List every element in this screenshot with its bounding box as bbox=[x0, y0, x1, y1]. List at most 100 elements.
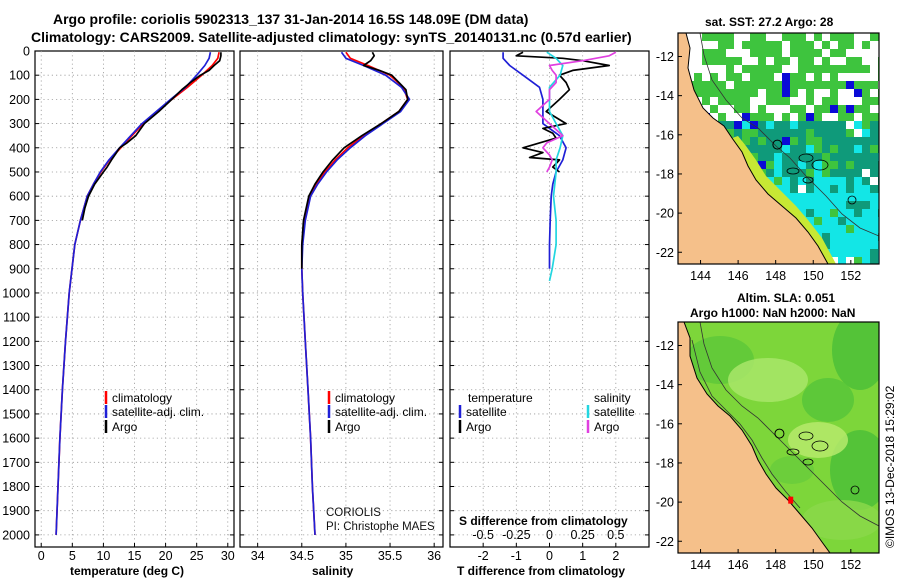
sst-cell bbox=[846, 161, 854, 169]
sst-cell bbox=[830, 249, 838, 257]
sst-cell bbox=[782, 177, 790, 185]
depth-tick-label: 100 bbox=[9, 69, 30, 83]
depth-tick-label: 2000 bbox=[2, 528, 30, 542]
sst-cell bbox=[814, 193, 822, 201]
sst-cell bbox=[838, 145, 846, 153]
land-mass bbox=[678, 322, 831, 553]
sst-cell bbox=[830, 161, 838, 169]
sst-cell bbox=[846, 233, 854, 241]
sst-cell bbox=[710, 105, 718, 113]
sst-cell bbox=[798, 129, 806, 137]
sst-cell bbox=[846, 241, 854, 249]
sst-map-ticks: 144 146 148 150 152 -12 -14 -16 -18 -20 -22 bbox=[656, 50, 861, 283]
x-tick-label: 30 bbox=[221, 549, 235, 563]
sst-cell bbox=[862, 201, 870, 209]
reef-outline bbox=[850, 485, 860, 495]
sst-cell bbox=[806, 137, 814, 145]
sst-cell bbox=[806, 193, 814, 201]
difference-x-ticks: -2 -1 0 1 2 bbox=[478, 549, 620, 563]
reef-outline bbox=[798, 431, 814, 441]
sst-cell bbox=[822, 217, 830, 225]
sst-cell bbox=[790, 129, 798, 137]
sst-cell bbox=[830, 73, 838, 81]
sst-cell bbox=[814, 161, 822, 169]
sst-cell bbox=[782, 129, 790, 137]
legend-label-satellite: satellite-adj. clim. bbox=[335, 405, 427, 419]
sst-cell bbox=[798, 73, 806, 81]
sst-cell bbox=[758, 57, 766, 65]
sst-cell bbox=[862, 161, 870, 169]
y-tick-label: -18 bbox=[656, 167, 674, 181]
depth-tick-label: 0 bbox=[23, 45, 30, 59]
sst-cell bbox=[790, 185, 798, 193]
data-center-note: CORIOLIS bbox=[326, 507, 381, 519]
sla-blob bbox=[788, 422, 848, 458]
sst-cell bbox=[798, 145, 806, 153]
y-tick-label: -22 bbox=[656, 246, 674, 260]
sst-cell bbox=[838, 41, 846, 49]
sst-cell bbox=[846, 201, 854, 209]
coastal-contour bbox=[691, 339, 801, 509]
sst-cell bbox=[710, 57, 718, 65]
sst-cell bbox=[846, 193, 854, 201]
sst-cell bbox=[790, 161, 798, 169]
sst-cell bbox=[838, 81, 846, 89]
sla-blob bbox=[802, 500, 879, 540]
sst-cell bbox=[782, 169, 790, 177]
depth-tick-label: 1500 bbox=[2, 407, 30, 421]
sst-cell bbox=[790, 41, 798, 49]
sst-cell bbox=[726, 73, 734, 81]
sst-cell bbox=[846, 153, 854, 161]
sst-cell bbox=[814, 209, 822, 217]
x-tick-label: 1 bbox=[579, 549, 586, 563]
sst-cell bbox=[798, 201, 806, 209]
sst-cell bbox=[830, 177, 838, 185]
temperature-legend: climatology satellite-adj. clim. Argo bbox=[104, 391, 204, 434]
depth-tick-label: 1400 bbox=[2, 383, 30, 397]
sst-cell bbox=[862, 65, 870, 73]
sst-cell bbox=[822, 201, 830, 209]
temperature-lines bbox=[55, 52, 222, 535]
sst-cell bbox=[806, 201, 814, 209]
sst-cell bbox=[854, 65, 862, 73]
sst-cell bbox=[870, 249, 878, 257]
depth-tick-label: 1200 bbox=[2, 335, 30, 349]
sst-cell bbox=[846, 105, 854, 113]
sst-cell bbox=[798, 65, 806, 73]
x-tick-label: 2 bbox=[612, 549, 619, 563]
sst-cell bbox=[822, 129, 830, 137]
sst-cell bbox=[742, 137, 750, 145]
sst-cell bbox=[830, 97, 838, 105]
sst-cell bbox=[838, 129, 846, 137]
sst-cell bbox=[798, 121, 806, 129]
depth-axis-ticks: 0 100 200 300 400 500 600 700 800 900 1000 1100 1200… bbox=[2, 45, 30, 543]
sst-cell bbox=[870, 153, 878, 161]
x-tick-label: 152 bbox=[840, 269, 861, 283]
sst-cell bbox=[806, 129, 814, 137]
sst-cell bbox=[758, 41, 766, 49]
sst-cell bbox=[862, 153, 870, 161]
difference-axis-label: T difference from climatology bbox=[457, 564, 625, 578]
depth-tick-label: 900 bbox=[9, 262, 30, 276]
sst-cell bbox=[830, 137, 838, 145]
sst-cell bbox=[798, 57, 806, 65]
depth-tick-label: 200 bbox=[9, 93, 30, 107]
sst-cell bbox=[846, 217, 854, 225]
depth-tick-label: 1300 bbox=[2, 359, 30, 373]
argo-position-marker bbox=[774, 428, 785, 439]
depth-tick-label: 300 bbox=[9, 117, 30, 131]
shelf-contour bbox=[699, 33, 879, 237]
sst-cell bbox=[830, 233, 838, 241]
difference-lines bbox=[502, 51, 617, 282]
sst-cell bbox=[854, 57, 862, 65]
sst-cell bbox=[838, 177, 846, 185]
sst-cell bbox=[830, 145, 838, 153]
salinity-axis-label: salinity bbox=[312, 564, 354, 578]
depth-tick-label: 600 bbox=[9, 190, 30, 204]
difference-grid bbox=[450, 50, 649, 547]
sst-cell bbox=[870, 169, 878, 177]
s-tick-label: -0.25 bbox=[502, 528, 531, 542]
sst-cell bbox=[846, 209, 854, 217]
depth-tick-label: 1900 bbox=[2, 504, 30, 518]
sst-cell bbox=[782, 33, 790, 41]
